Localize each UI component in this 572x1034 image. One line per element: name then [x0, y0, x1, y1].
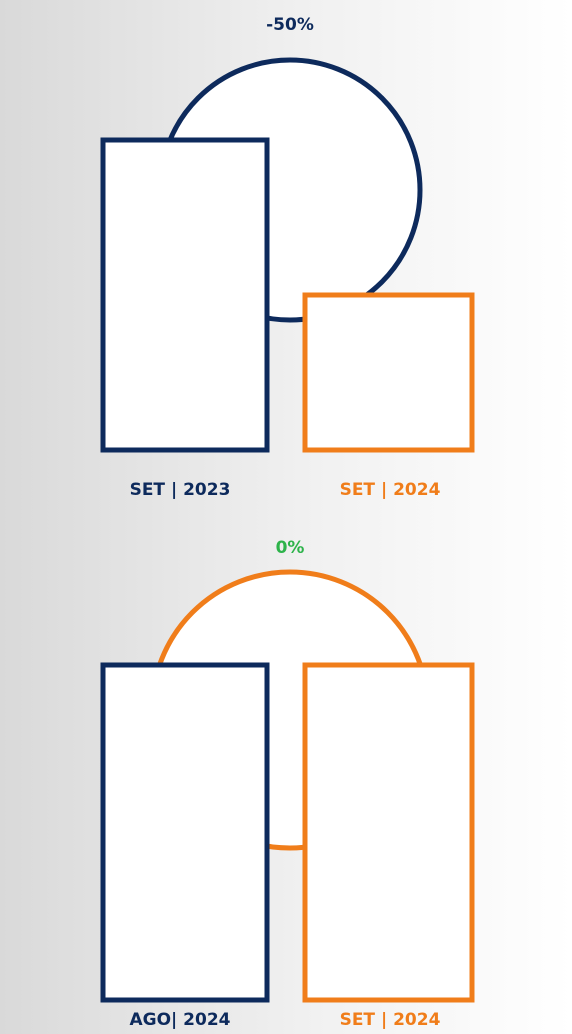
- bar: [103, 665, 267, 1000]
- bar: [305, 665, 472, 1000]
- change-label: -50%: [266, 15, 314, 35]
- bar: [103, 140, 267, 450]
- infographic: -50% SET | 2023 SET | 2024 0% AGO| 2024 SET |…: [0, 0, 572, 1034]
- bar: [305, 295, 472, 450]
- category-label: AGO| 2024: [129, 1010, 230, 1030]
- category-label: SET | 2024: [340, 1010, 441, 1030]
- change-label: 0%: [276, 538, 305, 558]
- category-label: SET | 2023: [130, 480, 231, 500]
- category-label: SET | 2024: [340, 480, 441, 500]
